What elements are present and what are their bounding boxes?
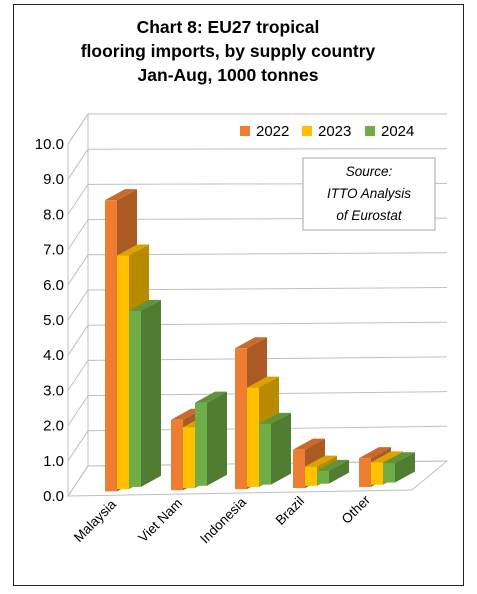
gridline-side [67,395,89,426]
y-tick-label: 3.0 [43,382,64,399]
source-line-1: Source: [346,164,393,179]
legend-label: 2024 [381,123,414,140]
bar-front [235,348,247,490]
bar-top [293,438,325,450]
bar-side [395,452,415,483]
bar [259,412,291,485]
bar [195,391,227,486]
gridline-side [67,289,89,321]
bar-front [317,470,329,484]
y-tick-label: 7.0 [43,242,64,259]
y-tick-label: 10.0 [35,136,64,153]
bar-top [383,452,415,464]
bar-front [129,310,141,487]
y-tick-label: 2.0 [43,418,64,435]
legend-swatch [365,126,375,136]
bar-top [359,447,391,459]
bar-front [195,402,207,486]
bar-top [235,337,267,349]
source-annotation: Source: ITTO Analysis of Eurostat [302,157,436,231]
bar-top [247,376,279,388]
y-tick-label: 9.0 [43,171,64,188]
bar [129,299,161,487]
bar-top [317,459,349,471]
bar-front [105,200,117,492]
bar-front [305,466,317,486]
y-tick-label: 5.0 [43,312,64,329]
x-tick-labels: Malaysia Viet Nam Indonesia Brazil Other [71,492,374,547]
bar-side [141,299,161,487]
y-tick-label: 0.0 [43,488,64,505]
bar-top [259,412,291,424]
source-line-2: ITTO Analysis [327,186,411,201]
gridline-side [67,324,89,356]
gridline-side [67,465,89,497]
chart-title-line-1: Chart 8: EU27 tropical [137,17,320,37]
legend-label: 2023 [318,123,351,140]
gridline-side [67,254,89,286]
x-tick-label: Brazil [273,493,307,527]
bar-top [117,244,149,256]
gridline [87,148,448,150]
bar [317,459,349,484]
bar-side [271,412,291,485]
legend-label: 2022 [256,123,289,140]
bar-front [171,419,183,491]
y-tick-label: 6.0 [43,277,64,294]
bar-top [371,451,403,463]
legend-swatch [302,126,312,136]
gridline-side [67,219,89,250]
bar-front [371,462,383,485]
bar-front [359,458,371,487]
legend: 2022 2023 2024 [240,123,414,140]
bar [383,452,415,483]
gridline-side [67,360,89,391]
y-tick-label: 1.0 [43,453,64,470]
x-tick-label: Malaysia [71,496,120,545]
chart-title: Chart 8: EU27 tropical flooring imports,… [81,17,376,85]
bar-front [183,427,195,488]
gridline-side [67,184,89,215]
source-line-3: of Eurostat [336,208,403,223]
legend-swatch [240,126,250,136]
bar-front [383,463,395,483]
y-tick-label: 8.0 [43,206,64,223]
gridline-side [67,430,89,462]
gridline-side [67,113,89,145]
bar-top [305,455,337,467]
y-tick-label: 4.0 [43,347,64,364]
bars [105,189,415,492]
bar-side [207,391,227,486]
chart-title-line-2: flooring imports, by supply country [81,41,376,61]
bar-front [247,387,259,487]
bar-side [329,459,349,484]
bar-front [117,255,129,490]
x-tick-label: Viet Nam [135,496,185,546]
chart-title-line-3: Jan-Aug, 1000 tonnes [138,65,319,85]
y-tick-labels: 0.0 1.0 2.0 3.0 4.0 5.0 6.0 7.0 8.0 9.0 10.0 [35,136,64,505]
source-box [302,157,436,231]
bar-front [293,449,305,489]
gridline-side [67,148,89,180]
bar-top [105,189,137,201]
bar-front [259,423,271,485]
bar-top [129,299,161,311]
bar-top [195,391,227,403]
x-tick-label: Other [339,492,374,527]
x-tick-label: Indonesia [197,494,249,546]
